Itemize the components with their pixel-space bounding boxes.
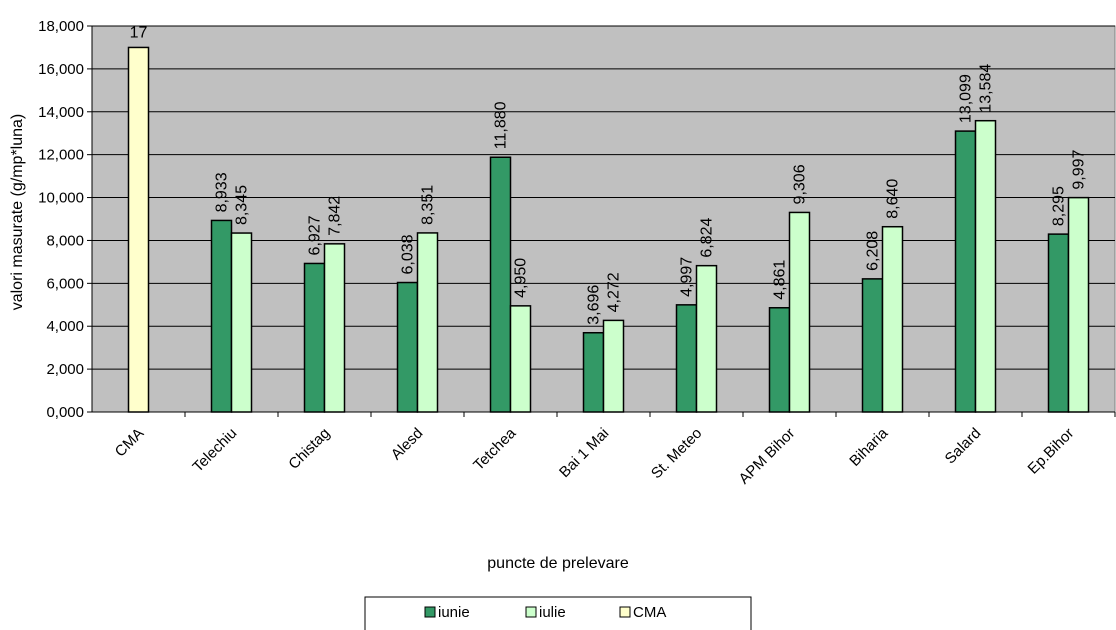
data-label: 13,584 xyxy=(978,64,995,113)
y-tick-label: 8,000 xyxy=(46,232,84,249)
bar-iulie xyxy=(695,264,718,413)
x-tick-label: Tetchea xyxy=(470,424,520,474)
bar-iulie xyxy=(509,305,532,413)
data-label: 4,950 xyxy=(513,258,530,298)
data-label: 8,933 xyxy=(214,172,231,212)
y-tick-label: 6,000 xyxy=(46,275,84,292)
data-label: 17 xyxy=(130,24,148,41)
bar-iulie xyxy=(788,211,811,413)
x-tick-label: Telechiu xyxy=(189,425,240,476)
bar-iulie xyxy=(1067,196,1090,413)
data-label: 6,824 xyxy=(699,218,716,258)
legend-swatch xyxy=(525,606,537,618)
data-label: 3,696 xyxy=(586,285,603,325)
legend-swatch xyxy=(619,606,631,618)
y-tick-label: 0,000 xyxy=(46,404,84,421)
bar-iunie xyxy=(861,278,884,413)
y-tick-label: 10,000 xyxy=(38,190,84,207)
bar-iulie xyxy=(323,243,346,413)
data-label: 4,272 xyxy=(606,272,623,312)
legend-label: iulie xyxy=(539,604,566,621)
bar-iulie xyxy=(974,119,997,413)
data-label: 8,295 xyxy=(1051,186,1068,226)
legend-swatch xyxy=(424,606,436,618)
data-label: 8,640 xyxy=(885,179,902,219)
data-label: 6,208 xyxy=(865,231,882,271)
x-tick-label: CMA xyxy=(112,425,148,461)
bar-iunie xyxy=(954,130,977,413)
bar-iunie xyxy=(489,156,512,413)
data-label: 13,099 xyxy=(958,74,975,123)
x-tick-label: Biharia xyxy=(846,424,892,470)
x-tick-label: Salard xyxy=(942,425,985,468)
bar-cma xyxy=(127,46,150,413)
data-label: 4,997 xyxy=(679,257,696,297)
data-label: 9,306 xyxy=(792,164,809,204)
y-tick-labels: 0,000 2,000 4,000 6,000 8,000 10,000 12,000 14,… xyxy=(38,18,84,421)
data-label: 6,038 xyxy=(400,234,417,274)
bar-iunie xyxy=(582,331,605,413)
data-label: 9,997 xyxy=(1071,149,1088,189)
y-tick-label: 18,000 xyxy=(38,18,84,35)
gridlines xyxy=(87,25,1116,417)
x-tick-labels: CMA Telechiu Chistag Alesd Tetchea Bai 1 Mai S… xyxy=(112,424,1078,487)
y-tick-label: 14,000 xyxy=(38,104,84,121)
x-axis-title: puncte de prelevare xyxy=(487,555,629,572)
y-tick-label: 4,000 xyxy=(46,318,84,335)
bar-iunie xyxy=(396,281,419,413)
bar-iunie xyxy=(303,262,326,413)
bar-iulie xyxy=(881,225,904,413)
x-tick-label: Chistag xyxy=(285,425,333,473)
bar-iunie xyxy=(210,219,233,413)
bar-iunie xyxy=(1047,233,1070,413)
x-tick-label: APM Bihor xyxy=(736,425,799,488)
bars xyxy=(127,46,1090,413)
x-tick-label: St. Meteo xyxy=(648,425,705,482)
data-label: 8,345 xyxy=(234,185,251,225)
data-label: 8,351 xyxy=(420,185,437,225)
bar-iunie xyxy=(675,304,698,413)
bar-iunie xyxy=(768,307,791,413)
x-tick-label: Bai 1 Mai xyxy=(556,425,612,481)
x-tick-label: Alesd xyxy=(388,425,427,464)
bar-iulie xyxy=(230,232,253,413)
bar-iulie xyxy=(416,232,439,413)
data-label: 4,861 xyxy=(772,260,789,300)
legend-label: CMA xyxy=(633,604,666,621)
y-tick-label: 2,000 xyxy=(46,361,84,378)
data-label: 11,880 xyxy=(493,101,510,149)
y-tick-label: 16,000 xyxy=(38,61,84,78)
y-axis-title: valori masurate (g/mp*luna) xyxy=(9,114,26,311)
y-tick-label: 12,000 xyxy=(38,147,84,164)
x-tick-label: Ep.Bihor xyxy=(1025,425,1078,478)
legend-box xyxy=(364,596,752,630)
legend: iunie iulie CMA xyxy=(364,596,752,630)
bar-iulie xyxy=(602,319,625,413)
data-label: 7,842 xyxy=(327,196,344,236)
data-label: 6,927 xyxy=(307,215,324,255)
legend-label: iunie xyxy=(438,604,470,621)
